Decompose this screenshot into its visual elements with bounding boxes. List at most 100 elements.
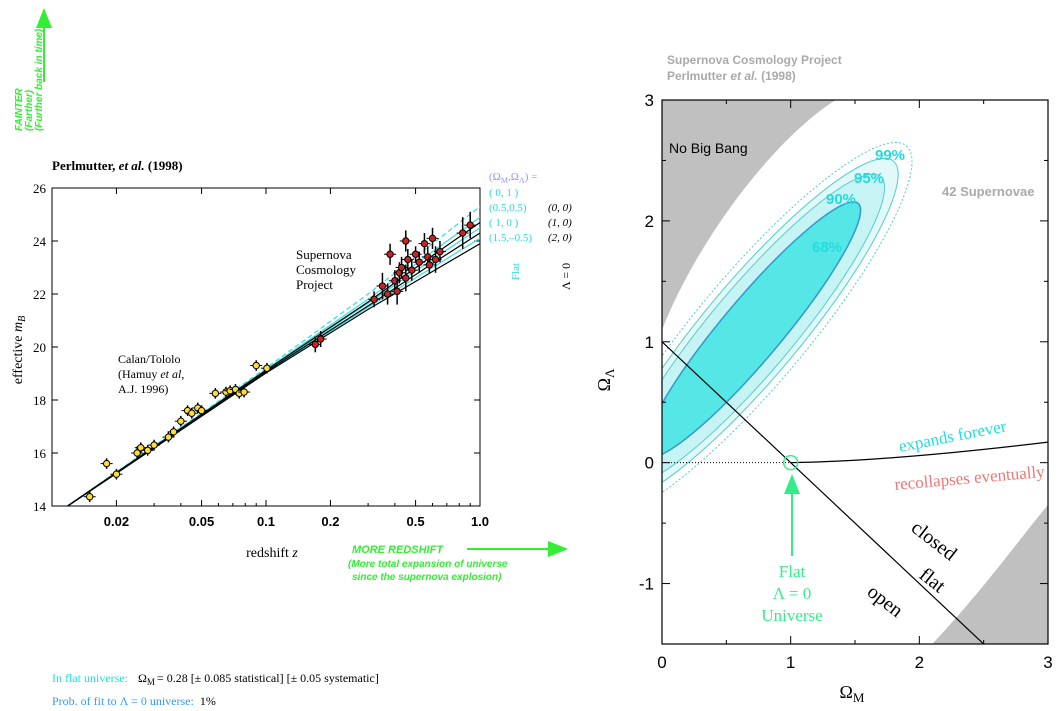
legend-model-label: (0.5,0.5) [489,202,527,214]
left-ytick-label: 16 [33,446,47,461]
scp-point [458,229,467,237]
calan-tololo-point [211,389,220,398]
lower-right-region [932,504,1048,644]
right-ylabel: ΩΛ [594,368,617,391]
model-curve [66,243,480,506]
calan-tololo-point [252,361,260,370]
expands-recollapse-boundary [790,441,1048,464]
model-legend: ( 0, 1 ) (0.5,0.5) (0, 0) ( 1, 0 ) (1, 0) (1.… [489,187,572,244]
lambda0-legend-label: Λ = 0 [559,263,573,290]
fainter-label: FAINTER [14,87,25,131]
calan-tololo-point [85,493,94,501]
right-title-2: Perlmutter et al. (1998) [667,69,796,83]
legend-model-label: ( 0, 1 ) [489,187,519,199]
left-ytick-label: 22 [33,287,46,302]
scp-point [370,295,378,303]
left-ytick-label: 18 [33,393,46,408]
legend-header: (ΩM,ΩΛ) = [489,171,537,185]
left-xtick-label: 0.2 [321,514,339,529]
calan-tololo-point [197,406,206,415]
left-xlabel: redshift z [246,546,298,561]
calan-tololo-point [150,441,158,449]
scp-point [466,221,474,229]
left-ytick-label: 24 [33,234,47,249]
legend-alt-label: (2, 0) [548,232,572,244]
right-ytick-label: 2 [645,212,654,231]
scp-point [415,258,423,266]
calan-tololo-point [169,428,178,436]
flat-universe-label-3: Universe [761,606,822,625]
contour-95-label: 95% [854,170,884,187]
supernova-points [83,211,477,503]
right-ytick-label: 0 [645,454,654,473]
right-xtick-label: 3 [1043,653,1052,672]
legend-model-label: ( 1, 0 ) [489,217,519,229]
scp-point [386,250,394,258]
scp-point [436,247,444,256]
flat-universe-label-2: Λ = 0 [773,584,811,603]
omega-plot-area [662,100,1048,644]
scp-point [316,335,325,343]
right-axis-ticks: -1 0 1 2 3 0 1 2 3 [639,91,1053,672]
left-xtick-label: 0.02 [104,514,129,529]
confidence-ellipse [662,201,862,459]
contour-99-label: 99% [875,147,905,164]
ct-label-1: Calan/Tololo [118,352,180,366]
left-xtick-label: 1.0 [471,514,489,529]
omega-plane-chart: Supernova Cosmology Project Perlmutter e… [594,53,1053,705]
model-curve [66,206,480,506]
calan-tololo-point [137,444,145,452]
right-ytick-label: 1 [645,333,654,352]
legend-alt-label: (0, 0) [548,202,572,214]
model-curves [66,206,480,506]
left-ytick-label: 14 [33,499,47,514]
left-ytick-label: 20 [33,340,46,355]
right-xtick-label: 2 [915,653,924,672]
scp-point [383,290,392,298]
left-xtick-label: 0.5 [407,514,425,529]
confidence-contours [662,141,913,518]
no-big-bang-region [662,100,836,330]
footer-line-2: Prob. of fit to Λ = 0 universe: 1% [52,694,216,708]
flat-lambda0-marker [782,454,799,471]
left-ytick-label: 26 [33,181,47,196]
no-big-bang-label: No Big Bang [669,140,748,156]
calan-tololo-point [164,433,173,441]
calan-tololo-point [112,470,121,478]
since-explosion-label: since the supernova explosion) [352,572,502,583]
left-xtick-label: 0.1 [257,514,275,529]
scp-point [402,274,410,282]
supernovae-label: 42 Supernovae [942,184,1035,199]
scp-point [431,255,440,264]
footer-line-1: In flat universe: ΩM = 0.28 [± 0.085 stati… [52,671,379,687]
left-ylabel: effective mB [11,316,28,384]
left-axis-ticks: 14 16 18 20 22 24 26 0.02 0.05 0.1 0.2 0.5 1.0 [33,181,489,529]
scp-point [404,255,412,264]
model-curve [66,232,480,506]
flat-universe-label-1: Flat [779,562,806,581]
scp-point [311,340,320,349]
right-ytick-label: 3 [645,91,654,110]
left-plot-frame [51,187,481,507]
scp-point [411,250,420,258]
right-ytick-label: -1 [639,575,654,594]
scp-point [408,266,416,274]
contour-68-label: 68% [812,239,842,256]
scp-point [397,263,406,272]
scp-point [378,282,387,290]
ct-label-3: A.J. 1996) [118,382,168,396]
calan-tololo-point [240,388,248,396]
calan-tololo-point [143,446,152,455]
scp-point [393,287,401,296]
scp-label-2: Cosmology [296,262,356,277]
more-expansion-label: (More total expansion of universe [348,559,508,570]
further-back-label: (Further back in time) [34,28,45,131]
contour-90-label: 90% [826,191,856,208]
more-redshift-label: MORE REDSHIFT [352,544,444,556]
scp-label-1: Supernova [296,247,352,262]
calan-tololo-point [177,417,185,425]
right-xtick-label: 1 [786,653,795,672]
calan-tololo-point [263,364,271,372]
scp-point [402,237,410,245]
